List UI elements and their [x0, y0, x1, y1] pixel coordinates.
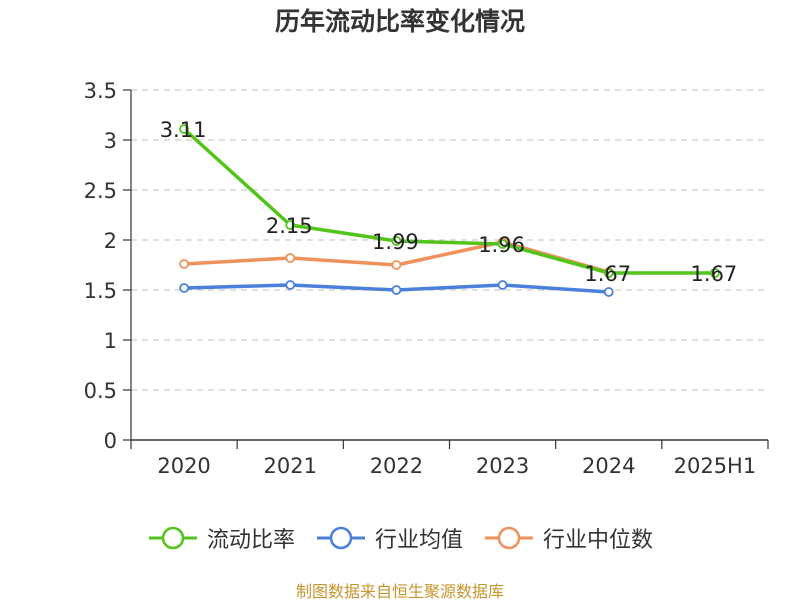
y-tick-label: 1 [104, 329, 117, 353]
legend-label: 行业中位数 [543, 528, 654, 553]
data-label: 1.67 [584, 262, 631, 286]
legend-swatch [485, 526, 533, 550]
data-point [179, 259, 189, 269]
y-tick-label: 2 [104, 229, 117, 253]
data-label: 1.67 [691, 262, 738, 286]
legend-label: 行业均值 [374, 528, 463, 553]
data-label: 3.11 [160, 118, 207, 142]
y-tick-label: 3.5 [84, 79, 117, 103]
data-point [391, 285, 402, 295]
x-tick-label: 2023 [476, 454, 529, 478]
grid-lines [131, 89, 768, 391]
legend-item-2[interactable]: 行业中位数 [483, 522, 653, 554]
data-labels: 3.11 2.15 1.99 1.96 1.67 1.67 [160, 118, 738, 286]
y-axis: 0 0.5 1 1.5 2 2.5 3 3.5 [84, 79, 132, 453]
chart-title: 历年流动比率变化情况 [274, 7, 525, 36]
data-label: 1.96 [478, 233, 525, 257]
y-tick-label: 1.5 [84, 279, 117, 303]
data-point [285, 280, 296, 290]
data-label: 1.99 [372, 230, 419, 254]
legend-swatch-marker [161, 526, 185, 550]
x-tick-label: 2024 [582, 454, 635, 478]
x-axis: 2020 2021 2022 2023 2024 2025H1 [130, 439, 769, 478]
y-tick-label: 2.5 [84, 179, 117, 203]
y-tick-label: 3 [104, 129, 117, 153]
data-point [603, 268, 614, 278]
legend-item-0[interactable]: 流动比率 [147, 522, 295, 554]
data-label: 2.15 [266, 214, 313, 238]
series-line-0 [182, 127, 715, 275]
legend-item-1[interactable]: 行业均值 [315, 522, 463, 554]
x-tick-label: 2020 [157, 454, 210, 478]
y-tick-label: 0.5 [84, 379, 117, 403]
y-tick-label: 0 [104, 429, 117, 453]
data-point [710, 268, 720, 278]
data-point [391, 236, 402, 246]
x-tick-label: 2022 [370, 454, 423, 478]
series-lines [179, 124, 720, 297]
data-point [285, 220, 296, 230]
legend-swatch-marker [329, 526, 353, 550]
data-point [603, 287, 614, 297]
legend-swatch-marker [497, 526, 521, 550]
legend: 流动比率 行业均值 行业中位数 [0, 520, 800, 556]
data-point [179, 124, 189, 134]
source-note: 制图数据来自恒生聚源数据库 [295, 582, 504, 601]
x-tick-label: 2025H1 [674, 454, 757, 478]
data-point [179, 283, 189, 293]
legend-label: 流动比率 [206, 528, 295, 553]
legend-swatch [316, 526, 365, 550]
legend-swatch [148, 526, 197, 550]
data-point [285, 253, 296, 263]
data-point [497, 280, 508, 290]
x-tick-label: 2021 [264, 454, 317, 478]
data-point [497, 239, 508, 249]
data-point [391, 260, 402, 270]
